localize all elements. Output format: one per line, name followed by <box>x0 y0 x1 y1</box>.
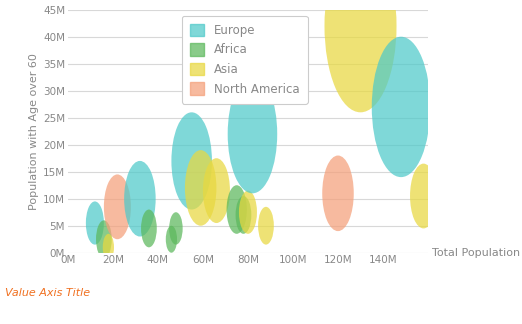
Circle shape <box>104 174 131 239</box>
Circle shape <box>141 210 157 247</box>
Circle shape <box>124 161 156 237</box>
Circle shape <box>103 234 114 261</box>
Circle shape <box>239 191 257 234</box>
Circle shape <box>325 0 397 112</box>
Circle shape <box>171 112 212 210</box>
Circle shape <box>372 37 430 177</box>
Circle shape <box>185 150 217 226</box>
Circle shape <box>235 196 251 234</box>
Circle shape <box>228 75 277 193</box>
Circle shape <box>166 226 177 253</box>
Circle shape <box>322 156 354 231</box>
Circle shape <box>410 164 437 228</box>
Circle shape <box>96 220 112 258</box>
Circle shape <box>169 212 183 245</box>
Circle shape <box>227 185 247 234</box>
Circle shape <box>86 202 104 245</box>
Circle shape <box>258 207 274 245</box>
Text: Total Population: Total Population <box>432 248 520 258</box>
Text: Value Axis Title: Value Axis Title <box>5 288 90 298</box>
Legend: Europe, Africa, Asia, North America: Europe, Africa, Asia, North America <box>182 16 307 104</box>
Circle shape <box>203 158 230 223</box>
Y-axis label: Population with Age over 60: Population with Age over 60 <box>29 53 39 210</box>
